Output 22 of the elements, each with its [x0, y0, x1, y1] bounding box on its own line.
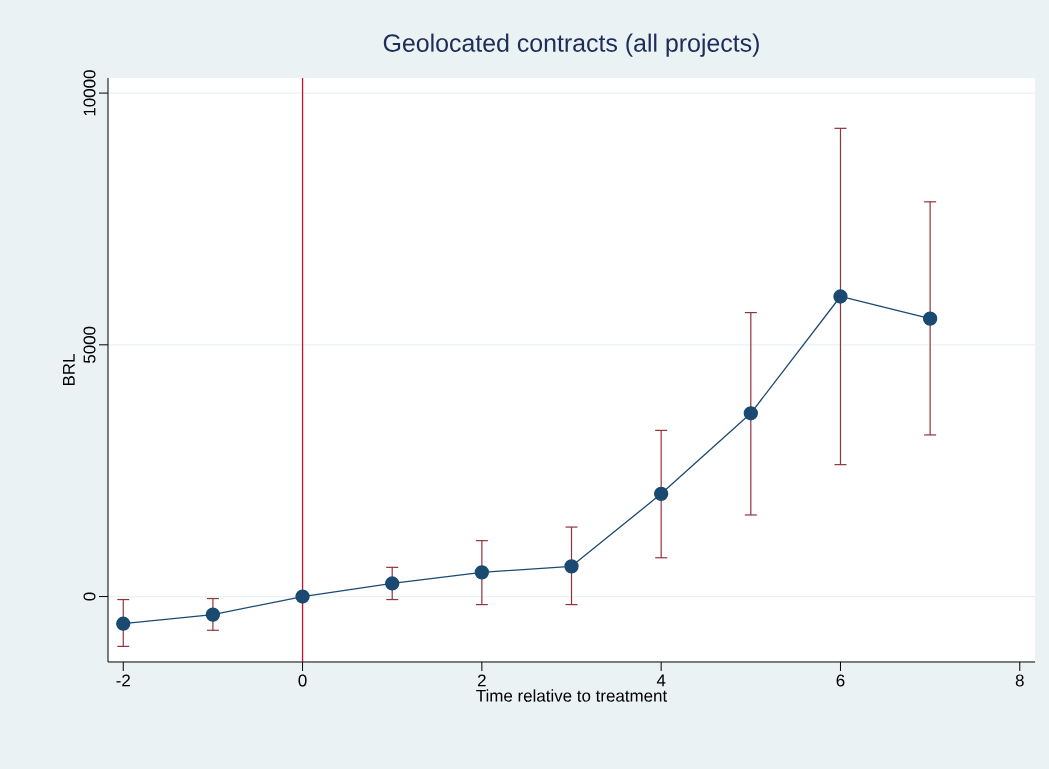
- point: [833, 289, 848, 304]
- point: [743, 406, 758, 421]
- point: [295, 589, 310, 604]
- y-tick-label: 0: [83, 592, 96, 601]
- y-axis-title: BRL: [63, 354, 75, 386]
- x-tick-label: 8: [1015, 674, 1024, 687]
- x-tick-label: 0: [298, 674, 307, 687]
- point: [385, 576, 400, 591]
- x-tick-label: -2: [116, 674, 130, 687]
- point: [654, 486, 669, 501]
- point: [205, 607, 221, 622]
- y-tick-label: 5000: [83, 326, 96, 363]
- chart-title: Geolocated contracts (all projects): [383, 33, 759, 57]
- y-tick-label: 10000: [83, 70, 96, 116]
- point: [564, 559, 579, 574]
- point: [922, 311, 938, 326]
- x-axis-title: Time relative to treatment: [476, 689, 668, 702]
- x-tick-label: 6: [836, 674, 845, 687]
- x-tick-label: 2: [478, 674, 486, 687]
- point: [116, 616, 131, 631]
- x-tick-label: 4: [656, 674, 666, 687]
- point: [474, 565, 490, 580]
